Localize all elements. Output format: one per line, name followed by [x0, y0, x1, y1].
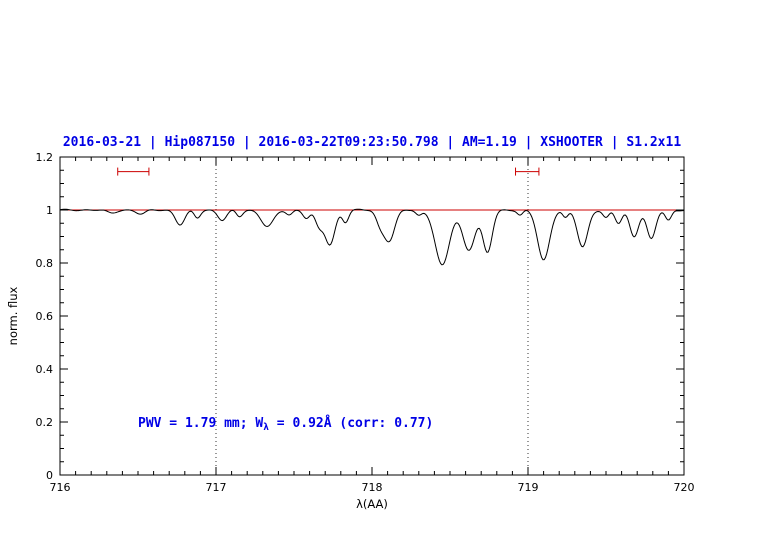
y-tick-label: 0.6: [36, 310, 54, 323]
x-tick-label: 717: [206, 481, 227, 494]
y-axis-label: norm. flux: [6, 286, 20, 345]
y-tick-label: 1: [46, 204, 53, 217]
pwv-annotation-subscript: λ: [263, 422, 269, 433]
spectrum-line: [59, 208, 685, 266]
y-tick-label: 1.2: [36, 151, 54, 164]
x-tick-label: 718: [362, 481, 383, 494]
y-tick-label: 0.8: [36, 257, 54, 270]
x-tick-label: 716: [50, 481, 71, 494]
pwv-annotation-part2: = 0.92Å (corr: 0.77): [269, 415, 433, 431]
x-axis-label: λ(AA): [356, 497, 388, 511]
x-tick-label: 719: [518, 481, 539, 494]
y-tick-label: 0.4: [36, 363, 54, 376]
x-tick-label: 720: [674, 481, 695, 494]
y-tick-label: 0.2: [36, 416, 54, 429]
pwv-annotation: PWV = 1.79 mm; Wλ = 0.92Å (corr: 0.77): [138, 415, 433, 433]
y-tick-label: 0: [46, 469, 53, 482]
pwv-annotation-part1: PWV = 1.79 mm; W: [138, 416, 263, 431]
plot-title: 2016-03-21 | Hip087150 | 2016-03-22T09:2…: [62, 135, 682, 150]
plot-generated-layer: 716 717 718 719 720 0 0.2 0.4 0.6 0.8 1 1.2: [36, 151, 695, 494]
